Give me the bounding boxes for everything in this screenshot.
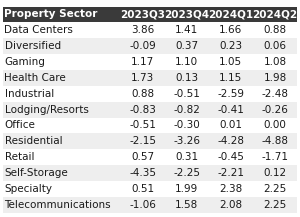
Bar	[3, 165, 297, 181]
Text: -0.51: -0.51	[129, 120, 156, 130]
Text: Office: Office	[4, 120, 35, 130]
Text: Diversified: Diversified	[4, 41, 61, 51]
Text: -2.59: -2.59	[218, 89, 244, 99]
Text: 2023Q3: 2023Q3	[120, 9, 165, 20]
Text: -0.41: -0.41	[218, 105, 244, 115]
Text: Gaming: Gaming	[4, 57, 45, 67]
Bar	[3, 7, 297, 22]
Text: -1.06: -1.06	[129, 200, 156, 210]
Text: 2024Q2: 2024Q2	[252, 9, 298, 20]
Text: 0.23: 0.23	[219, 41, 242, 51]
Text: Self-Storage: Self-Storage	[4, 168, 68, 178]
Text: 1.10: 1.10	[175, 57, 198, 67]
Text: 2.25: 2.25	[263, 200, 286, 210]
Text: 0.88: 0.88	[263, 25, 286, 35]
Text: -2.15: -2.15	[129, 136, 156, 146]
Text: 0.88: 0.88	[131, 89, 154, 99]
Bar	[3, 149, 297, 165]
Text: 2.38: 2.38	[219, 184, 242, 194]
Text: -4.88: -4.88	[262, 136, 289, 146]
Bar	[3, 70, 297, 86]
Bar	[3, 54, 297, 70]
Text: Health Care: Health Care	[4, 73, 66, 83]
Text: 1.58: 1.58	[175, 200, 198, 210]
Bar	[3, 38, 297, 54]
Bar	[3, 133, 297, 149]
Text: -3.26: -3.26	[173, 136, 200, 146]
Text: 0.37: 0.37	[175, 41, 198, 51]
Text: 0.00: 0.00	[263, 120, 286, 130]
Text: 1.66: 1.66	[219, 25, 242, 35]
Text: 2023Q4: 2023Q4	[164, 9, 209, 20]
Text: 1.17: 1.17	[131, 57, 154, 67]
Bar	[3, 102, 297, 118]
Text: Telecommunications: Telecommunications	[4, 200, 111, 210]
Text: 1.05: 1.05	[219, 57, 242, 67]
Text: Residential: Residential	[4, 136, 62, 146]
Bar	[3, 22, 297, 38]
Text: 3.86: 3.86	[131, 25, 154, 35]
Text: 0.12: 0.12	[263, 168, 286, 178]
Text: -1.71: -1.71	[262, 152, 289, 162]
Text: Industrial: Industrial	[4, 89, 54, 99]
Text: -2.48: -2.48	[262, 89, 289, 99]
Text: Data Centers: Data Centers	[4, 25, 74, 35]
Text: -0.83: -0.83	[129, 105, 156, 115]
Text: -2.25: -2.25	[173, 168, 200, 178]
Text: Property Sector: Property Sector	[4, 9, 98, 20]
Text: 0.51: 0.51	[131, 184, 154, 194]
Text: Retail: Retail	[4, 152, 34, 162]
Text: 2024Q1: 2024Q1	[208, 9, 254, 20]
Text: 2.25: 2.25	[263, 184, 286, 194]
Text: -4.35: -4.35	[129, 168, 156, 178]
Bar	[3, 181, 297, 197]
Text: 1.98: 1.98	[263, 73, 286, 83]
Text: 0.06: 0.06	[263, 41, 286, 51]
Text: 0.01: 0.01	[219, 120, 242, 130]
Text: -0.45: -0.45	[218, 152, 244, 162]
Text: 1.08: 1.08	[263, 57, 286, 67]
Text: 0.57: 0.57	[131, 152, 154, 162]
Text: 0.13: 0.13	[175, 73, 198, 83]
Text: 1.73: 1.73	[131, 73, 154, 83]
Text: Lodging/Resorts: Lodging/Resorts	[4, 105, 88, 115]
Text: Specialty: Specialty	[4, 184, 52, 194]
Bar	[3, 86, 297, 102]
Text: 2.08: 2.08	[219, 200, 242, 210]
Text: -0.09: -0.09	[129, 41, 156, 51]
Text: -2.21: -2.21	[218, 168, 244, 178]
Bar	[3, 118, 297, 133]
Text: 1.99: 1.99	[175, 184, 198, 194]
Text: -0.51: -0.51	[173, 89, 200, 99]
Text: 0.31: 0.31	[175, 152, 198, 162]
Text: -0.82: -0.82	[173, 105, 200, 115]
Text: -0.30: -0.30	[173, 120, 200, 130]
Bar	[3, 197, 297, 213]
Text: 1.41: 1.41	[175, 25, 198, 35]
Text: -4.28: -4.28	[218, 136, 244, 146]
Text: 1.15: 1.15	[219, 73, 242, 83]
Text: -0.26: -0.26	[262, 105, 288, 115]
